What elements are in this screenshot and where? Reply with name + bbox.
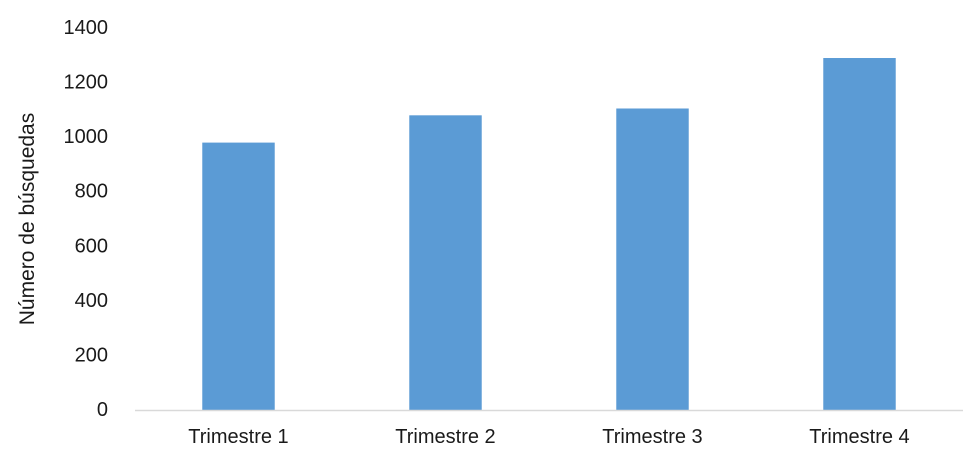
y-tick-label: 1000 bbox=[64, 126, 109, 148]
x-tick-label: Trimestre 4 bbox=[809, 426, 909, 448]
y-axis-ticks: 0 200 400 600 800 1000 1200 1400 bbox=[64, 17, 109, 421]
x-tick-label: Trimestre 1 bbox=[188, 426, 288, 448]
y-tick-label: 200 bbox=[75, 344, 108, 366]
bar bbox=[823, 58, 896, 411]
x-tick-label: Trimestre 2 bbox=[395, 426, 495, 448]
y-tick-label: 600 bbox=[75, 235, 108, 257]
y-tick-label: 1400 bbox=[64, 17, 109, 39]
bar bbox=[409, 115, 482, 411]
y-axis-title: Número de búsquedas bbox=[16, 113, 39, 325]
y-tick-label: 0 bbox=[97, 399, 108, 421]
bar bbox=[202, 142, 275, 410]
x-tick-label: Trimestre 3 bbox=[602, 426, 702, 448]
bar bbox=[616, 108, 689, 410]
x-axis-ticks: Trimestre 1 Trimestre 2 Trimestre 3 Trimest… bbox=[188, 426, 909, 448]
y-tick-label: 800 bbox=[75, 181, 108, 203]
y-tick-label: 400 bbox=[75, 290, 108, 312]
bars bbox=[202, 58, 896, 411]
y-tick-label: 1200 bbox=[64, 72, 109, 94]
